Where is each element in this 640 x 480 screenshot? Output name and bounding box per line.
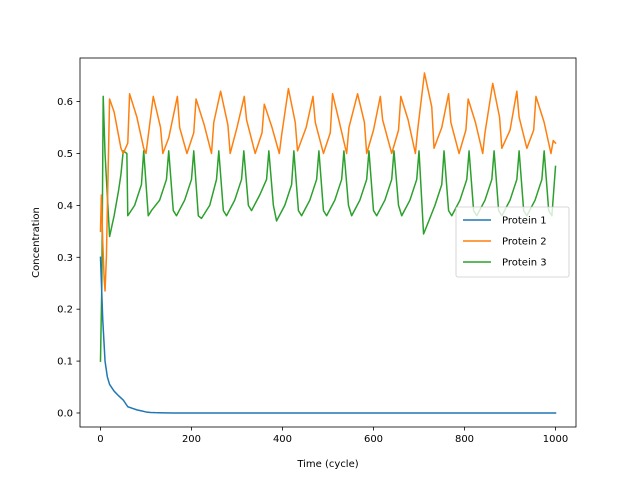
y-tick-label: 0.6: [57, 97, 73, 108]
x-axis-label: Time (cycle): [296, 459, 358, 470]
legend-box: [455, 206, 570, 278]
y-tick-label: 0.4: [57, 201, 73, 212]
plot-frame: [79, 57, 577, 428]
series-line-protein-2: [99, 72, 557, 292]
y-tick-label: 0.3: [57, 253, 73, 264]
series-line-protein-1: [99, 256, 557, 414]
legend-label-protein-2: Protein 2: [502, 237, 547, 248]
x-tick-label: 200: [182, 434, 201, 445]
x-tick-label: 0: [97, 434, 103, 445]
x-tick-label: 800: [455, 434, 474, 445]
x-axis-ticks: 0 200 400 600 800 1000: [97, 427, 568, 445]
x-tick-label: 600: [364, 434, 383, 445]
y-tick-label: 0.5: [57, 149, 73, 160]
y-tick-label: 0.0: [57, 408, 73, 419]
legend-label-protein-3: Protein 3: [502, 258, 547, 269]
y-axis-ticks: 0.0 0.1 0.2 0.3 0.4 0.5 0.6: [57, 97, 80, 419]
x-tick-label: 400: [273, 434, 292, 445]
legend: Protein 1 Protein 2 Protein 3: [455, 206, 570, 278]
legend-label-protein-1: Protein 1: [502, 216, 547, 227]
y-tick-label: 0.2: [57, 305, 73, 316]
x-tick-label: 1000: [543, 434, 568, 445]
y-tick-label: 0.1: [57, 357, 73, 368]
y-axis-label: Concentration: [31, 207, 42, 278]
